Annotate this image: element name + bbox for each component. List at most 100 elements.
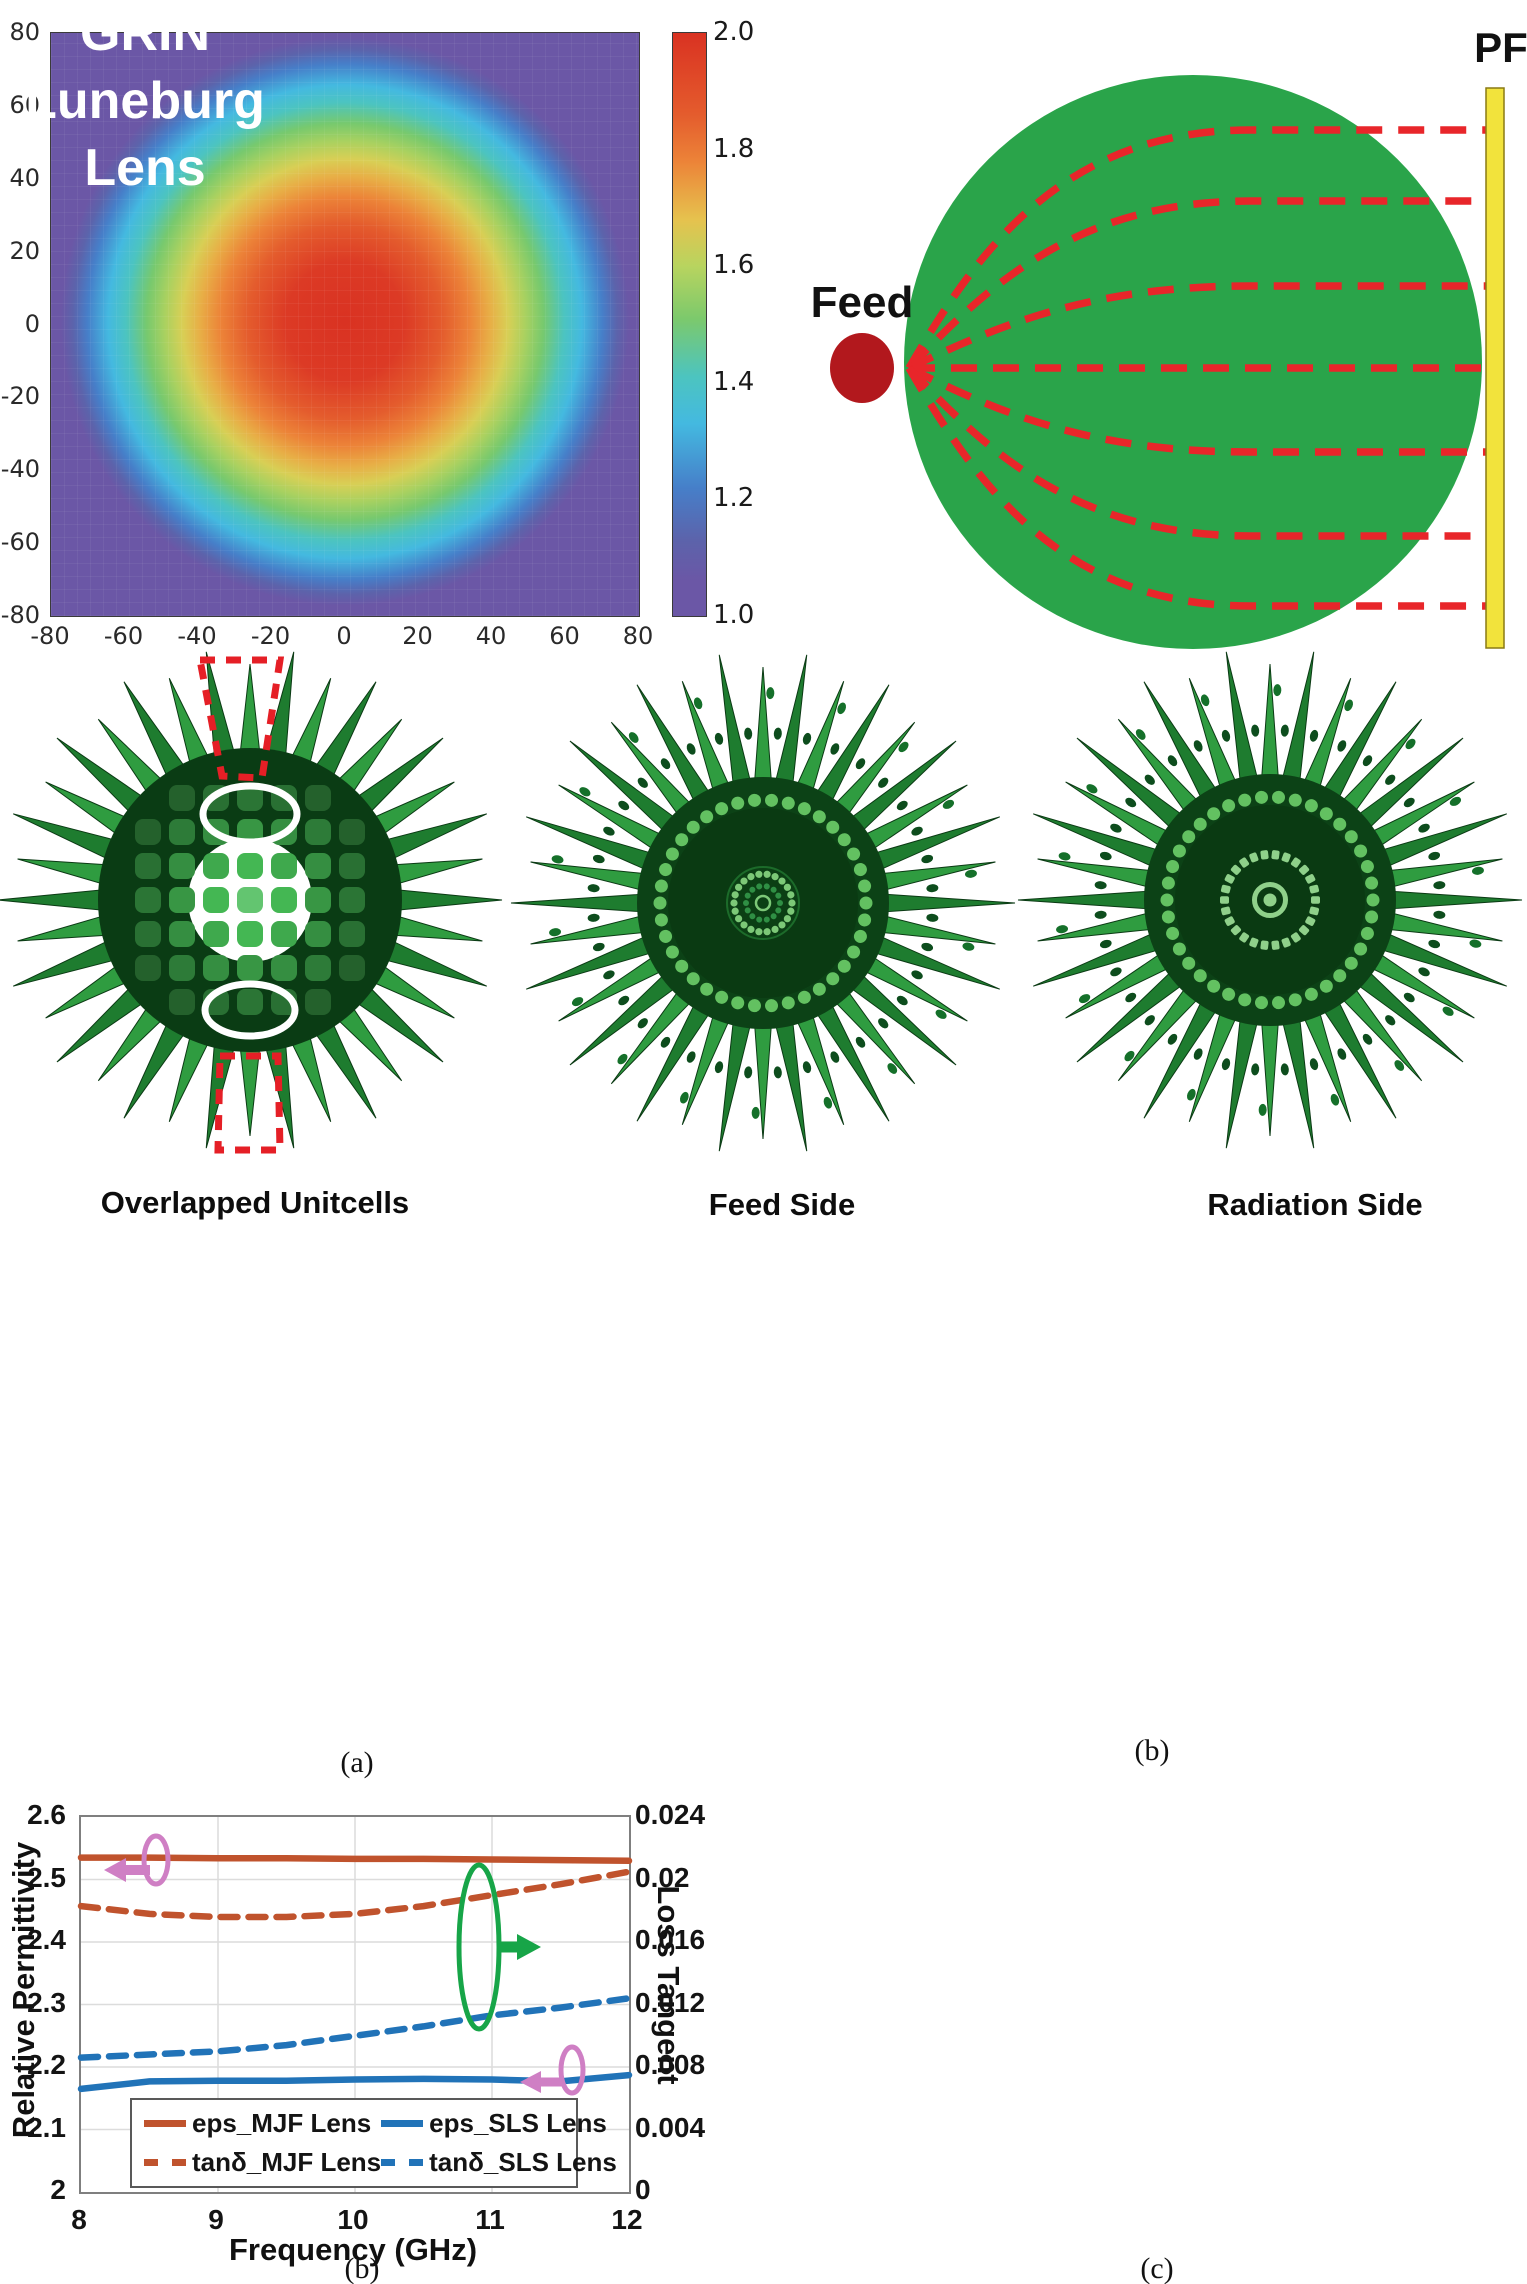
colorbar-tick: 1.0	[713, 600, 755, 630]
lens-views-row: Overlapped Unitcells Feed Side Radiation…	[0, 640, 1527, 1222]
heatmap-y-tick: -80	[0, 601, 40, 629]
heatmap-y-tick: 40	[9, 163, 40, 192]
view-label-feed-side: Feed Side	[708, 1187, 856, 1222]
left-axis-tick: 2	[50, 2174, 66, 2205]
heatmap-x-tick: -40	[177, 622, 217, 650]
heatmap-y-tick: 80	[9, 18, 40, 46]
left-axis-tick: 2.3	[27, 1986, 66, 2018]
legend-swatch	[144, 2120, 186, 2127]
caption-b-top: (b)	[1134, 1734, 1170, 1767]
x-axis-ticks: 8 9 10 11 12	[71, 2204, 642, 2238]
right-axis-tick: 0.02	[635, 1861, 690, 1893]
colorbar-tick: 1.2	[713, 483, 755, 514]
x-axis-tick: 10	[337, 2204, 369, 2235]
chart-annotations	[104, 1833, 586, 2096]
right-axis-tick: 0.004	[635, 2111, 706, 2143]
lens-title-line2: Luneburg	[25, 71, 265, 130]
overlap-render-group	[0, 651, 503, 1154]
heatmap-x-tick: 20	[402, 622, 433, 650]
luneburg-lens-circle	[904, 75, 1482, 649]
right-axis-ticks: 0.024 0.02 0.016 0.012 0.008 0.004 0	[633, 1799, 706, 2205]
heatmap-y-axis: 80 60 40 20 0 -20 -40 -60 -80	[0, 18, 44, 629]
ray-paths	[905, 126, 1488, 610]
feed-label: Feed	[810, 278, 914, 327]
legend-label: eps_SLS Lens	[429, 2108, 607, 2138]
legend-item: eps_SLS Lens	[381, 2108, 617, 2139]
right-axis-tick: 0	[635, 2174, 651, 2205]
view-label-overlapped: Overlapped Unitcells	[100, 1185, 410, 1220]
heatmap-y-tick: 0	[24, 309, 40, 338]
permittivity-heatmap-panel: 80 60 40 20 0 -20 -40 -60 -80 -80 -60 -40 -20 0 20 40 6…	[0, 0, 755, 660]
left-axis-tick: 2.6	[27, 1799, 66, 1830]
legend-item: eps_MJF Lens	[144, 2108, 381, 2139]
material-properties-chart: Relative Permittivity Loss Tangent 2.6 2.…	[0, 1790, 706, 2284]
right-axis-tick: 0.008	[635, 2049, 706, 2080]
heatmap-plot	[50, 32, 640, 617]
heatmap-y-tick: 60	[9, 90, 40, 119]
x-axis-tick: 9	[208, 2204, 224, 2235]
x-axis-title: Frequency (GHz)	[228, 2232, 478, 2267]
caption-b-bottom: (b)	[344, 2252, 380, 2284]
heatmap-x-tick: -20	[250, 622, 291, 650]
colorbar-tick: 1.4	[713, 366, 755, 397]
heatmap-x-tick: 80	[622, 622, 654, 650]
heatmap-x-tick: -80	[30, 622, 70, 650]
left-axis-tick: 2.1	[27, 2111, 66, 2143]
left-axis-tick: 2.2	[27, 2049, 66, 2080]
rad-render-group	[1017, 651, 1523, 1149]
legend-label: tanδ_MJF Lens	[192, 2147, 382, 2177]
left-axis-ticks: 2.6 2.5 2.4 2.3 2.2 2.1 2	[0, 1799, 72, 2205]
heatmap-x-tick: 60	[549, 622, 580, 650]
caption-c: (c)	[1140, 2252, 1174, 2284]
chart-legend: eps_MJF Lens eps_SLS Lens tanδ_MJF Lens tan…	[130, 2098, 617, 2188]
grin-lens-ray-diagram: Feed PF GRIN Luneburg Lens	[0, 0, 1527, 660]
legend-label: tanδ_SLS Lens	[429, 2147, 617, 2177]
heatmap-y-tick: -60	[0, 528, 40, 557]
colorbar-tick: 2.0	[713, 17, 755, 47]
feed-render-group	[510, 654, 1016, 1152]
heatmap-x-tick: -60	[103, 622, 144, 650]
series-tanδ_MJF Lens	[77, 1868, 633, 1921]
lens-title: GRIN Luneburg Lens	[0, 0, 290, 203]
right-axis-tick: 0.024	[635, 1799, 706, 1830]
phase-front-bar	[1485, 87, 1505, 649]
colorbar-tick: 1.6	[713, 250, 755, 281]
legend-item: tanδ_MJF Lens	[144, 2147, 381, 2178]
overlapped-unitcells-render	[0, 651, 503, 1154]
heatmap-y-tick: 20	[9, 236, 40, 265]
heatmap-x-tick: 40	[475, 622, 507, 650]
left-axis-tick: 2.4	[27, 1924, 66, 1955]
heatmap-y-tick: -20	[0, 382, 40, 411]
heatmap-x-axis: -80 -60 -40 -20 0 20 40 60 80	[30, 622, 653, 652]
legend-swatch	[144, 2159, 186, 2166]
right-axis-pointer	[456, 1862, 541, 2032]
lens-title-line1: GRIN	[80, 4, 210, 62]
legend-swatch	[381, 2159, 424, 2166]
legend-swatch	[381, 2120, 424, 2127]
legend-label: eps_MJF Lens	[192, 2108, 372, 2138]
colorbar-tick: 1.8	[713, 133, 755, 164]
left-axis-pointer-top	[104, 1833, 171, 1887]
series-tanδ_SLS Lens	[77, 1995, 633, 2061]
right-axis-tick: 0.016	[635, 1924, 706, 1955]
feed-side-render	[510, 654, 1016, 1152]
x-axis-tick: 12	[611, 2204, 643, 2235]
radiation-side-render	[1017, 651, 1523, 1149]
heatmap-y-tick: -40	[0, 455, 40, 484]
phase-front-label: PF	[1474, 24, 1527, 71]
colorbar-ticks: 2.0 1.8 1.6 1.4 1.2 1.0	[713, 17, 773, 630]
left-axis-pointer-bottom	[520, 2044, 586, 2096]
x-axis-tick: 8	[71, 2204, 87, 2235]
lens-title-line3: Lens	[84, 139, 206, 198]
x-axis-tick: 11	[475, 2204, 505, 2235]
heatmap-x-tick: 0	[336, 622, 352, 650]
view-label-radiation-side: Radiation Side	[1207, 1187, 1423, 1222]
right-axis-tick: 0.012	[635, 1986, 706, 2018]
caption-a: (a)	[340, 1746, 374, 1779]
colorbar	[672, 32, 707, 617]
left-axis-tick: 2.5	[27, 1861, 66, 1893]
feed-dot	[830, 333, 894, 403]
series-eps_MJF Lens	[77, 1854, 633, 1865]
legend-item: tanδ_SLS Lens	[381, 2147, 617, 2178]
